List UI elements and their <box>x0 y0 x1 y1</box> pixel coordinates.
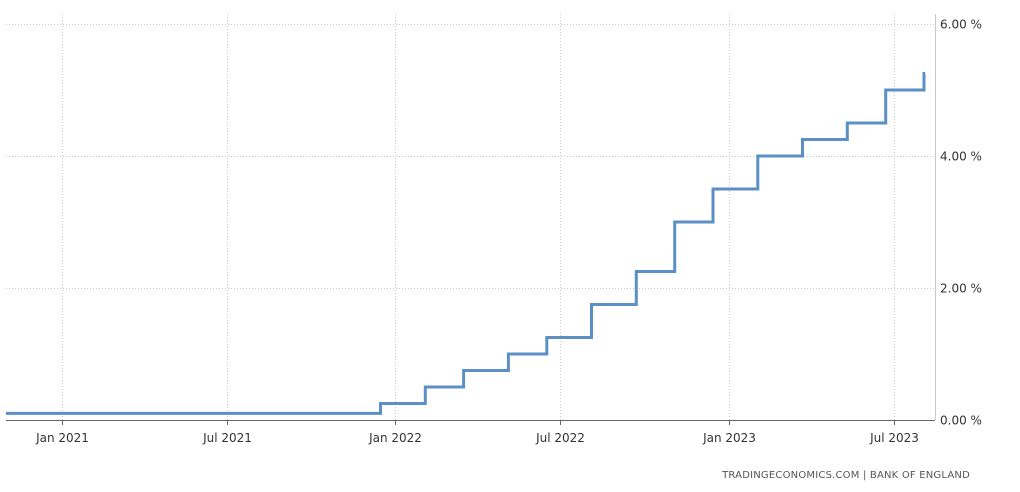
y-tick-label: 4.00 % <box>940 150 982 164</box>
series-layer <box>6 72 926 415</box>
tick-labels: 0.00 % 2.00 % 4.00 % 6.00 % Jan 2021 Jul 2021… <box>35 18 982 446</box>
series-line <box>6 72 926 415</box>
y-tick-label: 0.00 % <box>940 414 982 428</box>
x-tick-label: Jan 2022 <box>368 431 422 445</box>
grid-lines <box>6 14 935 420</box>
x-tick-label: Jul 2022 <box>535 431 585 445</box>
x-tick-label: Jul 2023 <box>869 431 919 445</box>
source-credit: TRADINGECONOMICS.COM | BANK OF ENGLAND <box>722 470 970 481</box>
x-tick-label: Jan 2021 <box>35 431 89 445</box>
axes <box>6 14 936 425</box>
y-tick-label: 6.00 % <box>940 18 982 32</box>
y-tick-label: 2.00 % <box>940 282 982 296</box>
x-tick-label: Jul 2021 <box>202 431 252 445</box>
x-tick-label: Jan 2023 <box>702 431 756 445</box>
